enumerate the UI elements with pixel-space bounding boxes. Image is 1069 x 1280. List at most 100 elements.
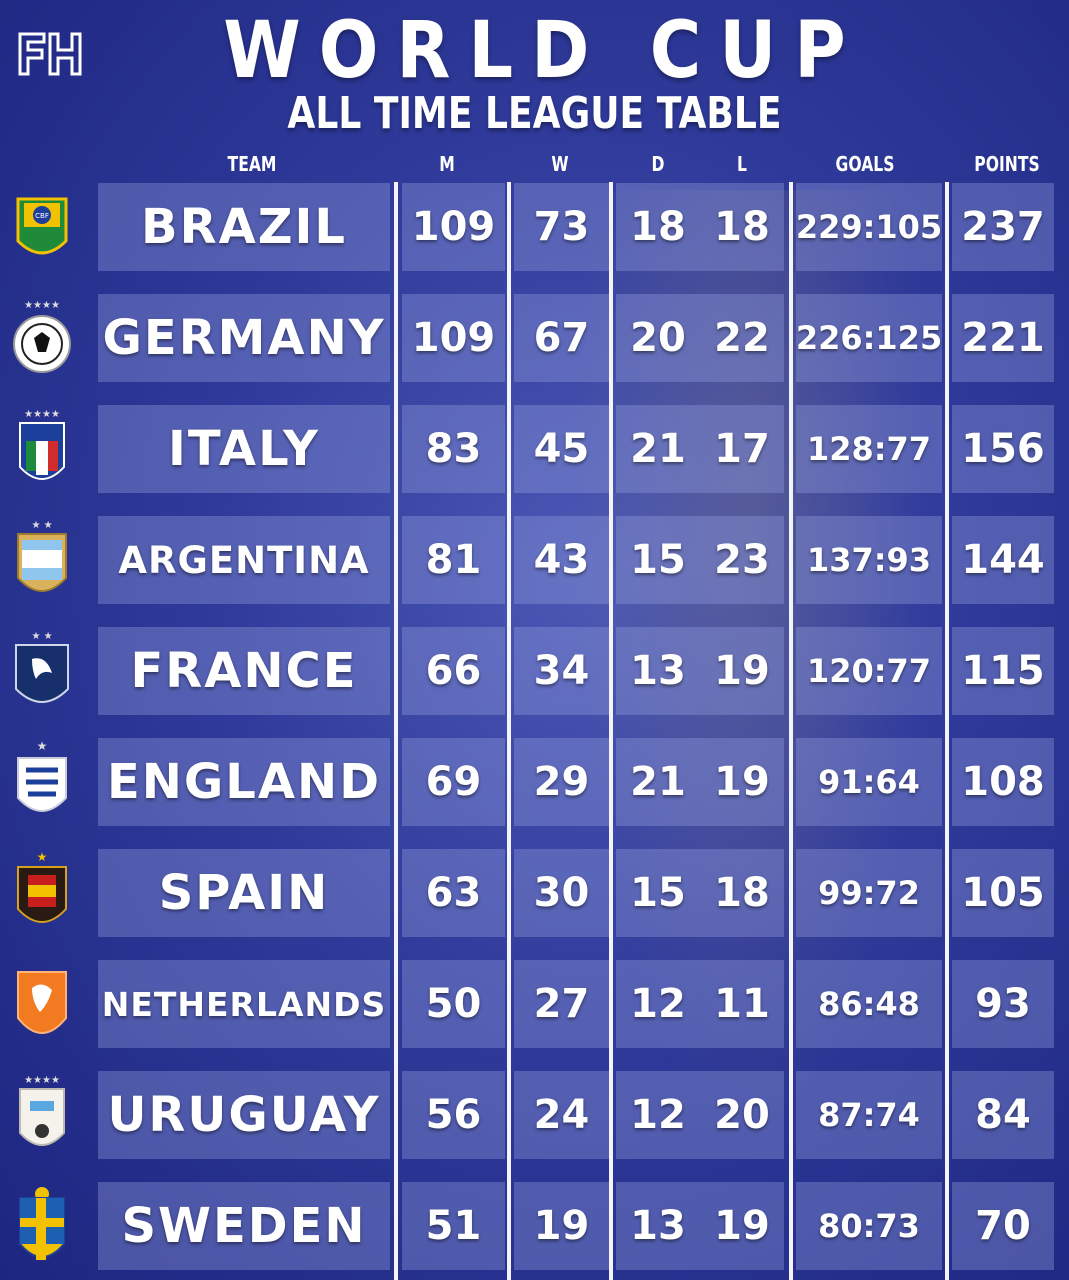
draws-cell: 21 bbox=[616, 738, 700, 826]
fh-logo bbox=[14, 28, 86, 80]
germany-crest-icon: ★★★★ bbox=[10, 296, 74, 382]
draws-cell: 18 bbox=[616, 183, 700, 271]
points-cell: 105 bbox=[952, 849, 1054, 937]
wins-cell: 24 bbox=[514, 1071, 609, 1159]
wins-cell: 67 bbox=[514, 294, 609, 382]
wins-cell: 34 bbox=[514, 627, 609, 715]
wins-cell: 45 bbox=[514, 405, 609, 493]
losses-cell: 18 bbox=[700, 183, 784, 271]
losses-cell: 11 bbox=[700, 960, 784, 1048]
uruguay-crest-icon: ★★★★ bbox=[10, 1073, 74, 1159]
page-subtitle: ALL TIME LEAGUE TABLE bbox=[287, 88, 782, 139]
table-row: NETHERLANDS 50 27 12 11 86:48 93 bbox=[0, 960, 1069, 1050]
goals-cell: 229:105 bbox=[796, 183, 942, 271]
wins-cell: 27 bbox=[514, 960, 609, 1048]
goals-cell: 87:74 bbox=[796, 1071, 942, 1159]
svg-text:★★★★: ★★★★ bbox=[24, 1075, 60, 1086]
matches-cell: 109 bbox=[402, 183, 505, 271]
svg-text:CBF: CBF bbox=[35, 212, 49, 220]
goals-cell: 226:125 bbox=[796, 294, 942, 382]
draws-cell: 15 bbox=[616, 849, 700, 937]
points-cell: 115 bbox=[952, 627, 1054, 715]
team-name: GERMANY bbox=[98, 294, 390, 382]
losses-cell: 22 bbox=[700, 294, 784, 382]
matches-cell: 109 bbox=[402, 294, 505, 382]
header-matches: M bbox=[439, 152, 455, 176]
losses-cell: 23 bbox=[700, 516, 784, 604]
team-name: SWEDEN bbox=[98, 1182, 390, 1270]
column-divider bbox=[789, 182, 793, 1280]
matches-cell: 56 bbox=[402, 1071, 505, 1159]
losses-cell: 17 bbox=[700, 405, 784, 493]
table-row: ★★★★ URUGUAY 56 24 12 20 87:74 84 bbox=[0, 1071, 1069, 1161]
matches-cell: 66 bbox=[402, 627, 505, 715]
wins-cell: 73 bbox=[514, 183, 609, 271]
brazil-crest-icon: CBF bbox=[10, 185, 74, 271]
fh-logo-icon bbox=[18, 32, 82, 76]
goals-cell: 80:73 bbox=[796, 1182, 942, 1270]
table-row: SWEDEN 51 19 13 19 80:73 70 bbox=[0, 1182, 1069, 1272]
table-row: ★★★★ GERMANY 109 67 20 22 226:125 221 bbox=[0, 294, 1069, 384]
spain-crest-icon: ★ bbox=[10, 850, 74, 937]
points-cell: 156 bbox=[952, 405, 1054, 493]
losses-cell: 19 bbox=[700, 1182, 784, 1270]
points-cell: 93 bbox=[952, 960, 1054, 1048]
header-team: TEAM bbox=[227, 152, 277, 176]
header-wins: W bbox=[551, 152, 569, 176]
draws-cell: 12 bbox=[616, 960, 700, 1048]
team-name: FRANCE bbox=[98, 627, 390, 715]
points-cell: 84 bbox=[952, 1071, 1054, 1159]
header-losses: L bbox=[737, 152, 747, 176]
svg-text:★★★★: ★★★★ bbox=[24, 300, 60, 311]
draws-cell: 21 bbox=[616, 405, 700, 493]
points-cell: 237 bbox=[952, 183, 1054, 271]
wins-cell: 30 bbox=[514, 849, 609, 937]
wins-cell: 19 bbox=[514, 1182, 609, 1270]
svg-text:★: ★ bbox=[37, 851, 48, 864]
points-cell: 144 bbox=[952, 516, 1054, 604]
goals-cell: 120:77 bbox=[796, 627, 942, 715]
losses-cell: 20 bbox=[700, 1071, 784, 1159]
matches-cell: 63 bbox=[402, 849, 505, 937]
points-cell: 221 bbox=[952, 294, 1054, 382]
italy-crest-icon: ★★★★ bbox=[10, 407, 74, 493]
draws-cell: 13 bbox=[616, 1182, 700, 1270]
netherlands-crest-icon bbox=[10, 962, 74, 1048]
header-points: POINTS bbox=[974, 152, 1040, 176]
england-crest-icon: ★ bbox=[10, 739, 74, 826]
sweden-crest-icon bbox=[10, 1184, 74, 1270]
header-goals: GOALS bbox=[835, 152, 895, 176]
column-divider bbox=[945, 182, 949, 1280]
svg-text:★ ★: ★ ★ bbox=[31, 631, 52, 642]
team-name: ENGLAND bbox=[98, 738, 390, 826]
wins-cell: 43 bbox=[514, 516, 609, 604]
team-name: NETHERLANDS bbox=[98, 960, 390, 1048]
points-cell: 108 bbox=[952, 738, 1054, 826]
team-name: SPAIN bbox=[98, 849, 390, 937]
team-name: ITALY bbox=[98, 405, 390, 493]
argentina-crest-icon: ★ ★ bbox=[10, 518, 74, 604]
matches-cell: 51 bbox=[402, 1182, 505, 1270]
header-draws: D bbox=[651, 152, 665, 176]
svg-text:★★★★: ★★★★ bbox=[24, 409, 60, 420]
losses-cell: 19 bbox=[700, 627, 784, 715]
table-row: ★★★★ ITALY 83 45 21 17 128:77 156 bbox=[0, 405, 1069, 495]
table-row: ★ ★ ARGENTINA 81 43 15 23 137:93 144 bbox=[0, 516, 1069, 606]
goals-cell: 128:77 bbox=[796, 405, 942, 493]
goals-cell: 137:93 bbox=[796, 516, 942, 604]
column-divider bbox=[394, 182, 398, 1280]
goals-cell: 86:48 bbox=[796, 960, 942, 1048]
column-divider bbox=[507, 182, 511, 1280]
column-divider bbox=[609, 182, 613, 1280]
losses-cell: 18 bbox=[700, 849, 784, 937]
table-row: CBF BRAZIL 109 73 18 18 229:105 237 bbox=[0, 183, 1069, 273]
goals-cell: 99:72 bbox=[796, 849, 942, 937]
draws-cell: 13 bbox=[616, 627, 700, 715]
svg-text:★: ★ bbox=[37, 740, 48, 753]
matches-cell: 81 bbox=[402, 516, 505, 604]
matches-cell: 83 bbox=[402, 405, 505, 493]
draws-cell: 12 bbox=[616, 1071, 700, 1159]
page-title: WORLD CUP bbox=[223, 6, 864, 96]
table-row: ★ ★ FRANCE 66 34 13 19 120:77 115 bbox=[0, 627, 1069, 717]
goals-cell: 91:64 bbox=[796, 738, 942, 826]
